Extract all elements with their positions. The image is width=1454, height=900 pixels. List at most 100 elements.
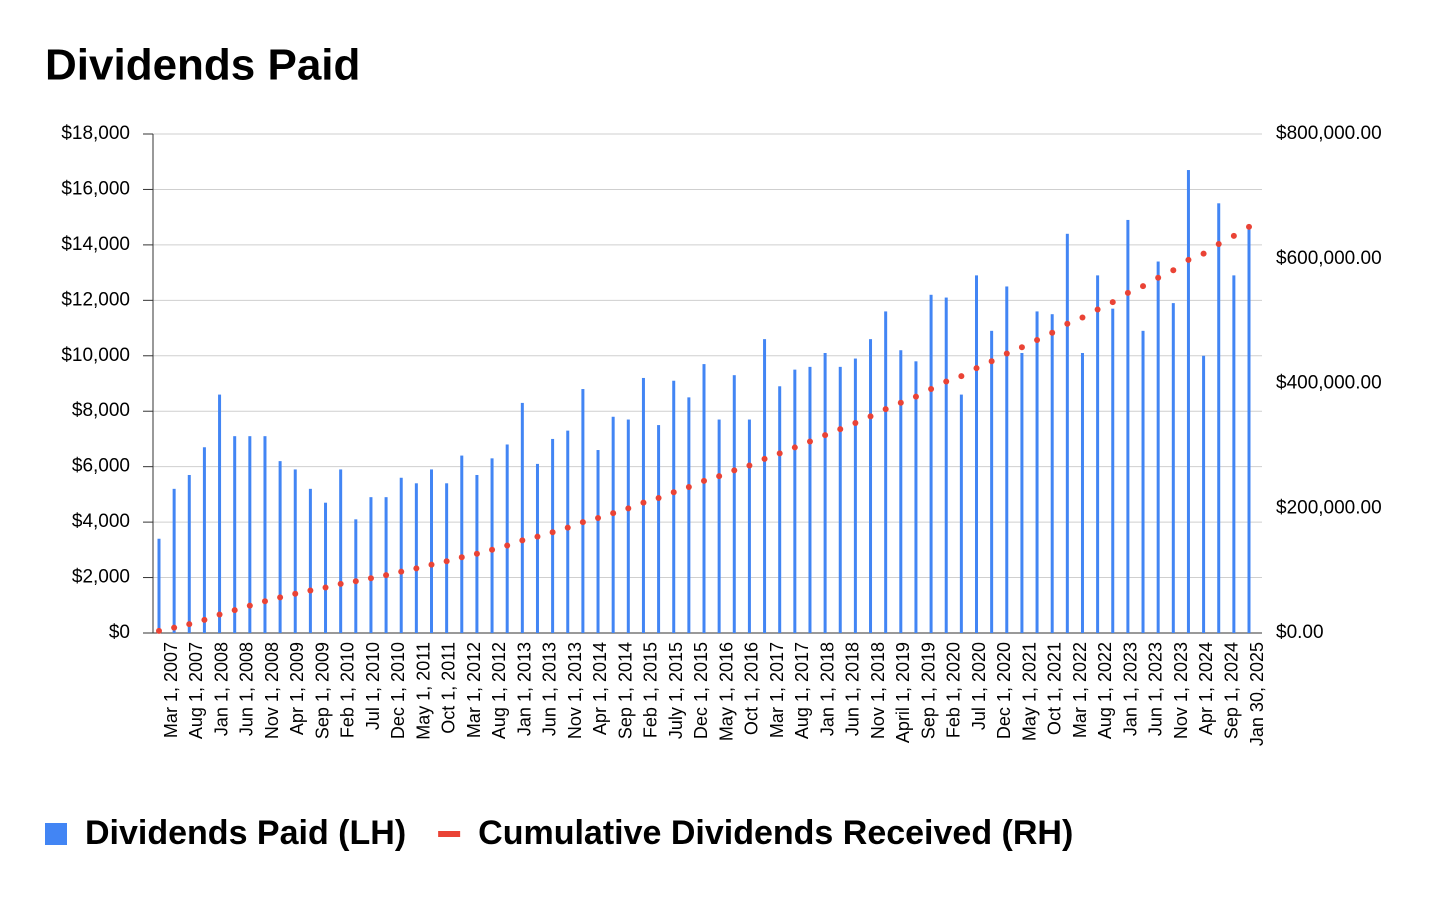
- point: [791, 444, 798, 451]
- point: [625, 505, 632, 512]
- legend-label: Dividends Paid (LH): [85, 814, 406, 852]
- point: [292, 590, 299, 597]
- bar: [1141, 330, 1145, 633]
- x-tick-label: May 1, 2011: [413, 642, 433, 740]
- point: [776, 450, 783, 457]
- bar: [1217, 203, 1221, 634]
- bar: [687, 397, 691, 633]
- bar: [884, 311, 888, 633]
- point: [398, 568, 405, 575]
- x-tick-label: Mar 1, 2007: [161, 642, 181, 738]
- point: [973, 365, 980, 372]
- point: [852, 419, 859, 426]
- point: [1049, 329, 1056, 336]
- bar: [717, 419, 721, 633]
- point: [504, 542, 511, 549]
- bar: [838, 366, 842, 633]
- chart-title: Dividends Paid: [45, 41, 360, 90]
- x-tick-label: Jun 1, 2018: [843, 642, 863, 736]
- bar: [505, 444, 509, 633]
- x-tick-label: Aug 1, 2017: [792, 642, 812, 739]
- y-tick-label: $4,000: [72, 511, 130, 532]
- bar: [853, 358, 857, 633]
- x-tick-label: May 1, 2016: [716, 642, 736, 741]
- point: [1170, 267, 1177, 274]
- point: [731, 467, 738, 474]
- bar: [263, 436, 267, 633]
- point: [1155, 274, 1162, 281]
- point: [1018, 344, 1025, 351]
- point: [549, 529, 556, 536]
- x-tick-label: Jan 1, 2008: [211, 642, 231, 736]
- x-tick-label: Nov 1, 2023: [1171, 642, 1191, 739]
- y2-tick-label: $600,000.00: [1276, 248, 1382, 269]
- point: [579, 519, 586, 526]
- bar: [1096, 275, 1100, 633]
- point: [1230, 232, 1237, 239]
- bar: [763, 339, 767, 633]
- point: [171, 624, 178, 631]
- bar: [354, 519, 358, 633]
- bar: [490, 458, 494, 633]
- bar: [172, 488, 176, 633]
- bar: [611, 416, 615, 633]
- point: [1215, 240, 1222, 247]
- x-tick-label: Nov 1, 2013: [565, 642, 585, 739]
- bar: [1186, 170, 1190, 634]
- point: [655, 494, 662, 501]
- x-tick-label: Jun 1, 2013: [540, 642, 560, 736]
- point: [897, 399, 904, 406]
- bar: [399, 477, 403, 633]
- bar: [445, 483, 449, 633]
- x-tick-label: Jan 1, 2018: [817, 642, 837, 736]
- bar: [1232, 275, 1236, 633]
- point: [277, 594, 284, 601]
- point: [958, 373, 965, 380]
- y2-tick-label: $400,000.00: [1276, 373, 1382, 394]
- bar: [990, 330, 994, 633]
- bar: [1111, 308, 1115, 633]
- bar: [535, 463, 539, 633]
- bar: [732, 375, 736, 633]
- bar: [959, 394, 963, 633]
- x-tick-label: Sep 1, 2019: [918, 642, 938, 739]
- point: [1124, 289, 1131, 296]
- point: [519, 537, 526, 544]
- x-tick-label: Jan 30, 2025: [1247, 642, 1267, 746]
- bar: [384, 497, 388, 633]
- x-tick-label: Feb 1, 2015: [641, 642, 661, 738]
- bar: [1202, 355, 1206, 633]
- bar: [414, 483, 418, 633]
- bar: [308, 488, 312, 633]
- point: [943, 378, 950, 385]
- y-tick-label: $2,000: [72, 567, 130, 588]
- point: [1064, 320, 1071, 327]
- point: [231, 607, 238, 614]
- point: [186, 621, 193, 628]
- y-tick-label: $10,000: [61, 345, 130, 366]
- bar: [626, 419, 630, 633]
- point: [383, 572, 390, 579]
- point: [246, 602, 253, 609]
- x-tick-label: Aug 1, 2012: [489, 642, 509, 739]
- bar: [869, 339, 873, 633]
- point: [201, 616, 208, 623]
- point: [413, 565, 420, 572]
- bar: [278, 461, 282, 633]
- bar: [430, 469, 433, 633]
- point: [1140, 283, 1147, 290]
- bar: [1080, 353, 1084, 633]
- point: [685, 483, 692, 490]
- point: [1034, 336, 1041, 343]
- bar: [778, 386, 782, 633]
- bar: [369, 497, 373, 633]
- bar: [793, 369, 797, 633]
- x-tick-label: Apr 1, 2014: [590, 642, 610, 735]
- bar: [202, 447, 206, 633]
- bar: [1156, 261, 1160, 633]
- point: [564, 524, 571, 531]
- x-tick-label: Sep 1, 2024: [1221, 642, 1241, 739]
- bar: [520, 402, 524, 633]
- point: [216, 611, 223, 618]
- x-tick-label: July 1, 2015: [666, 642, 686, 739]
